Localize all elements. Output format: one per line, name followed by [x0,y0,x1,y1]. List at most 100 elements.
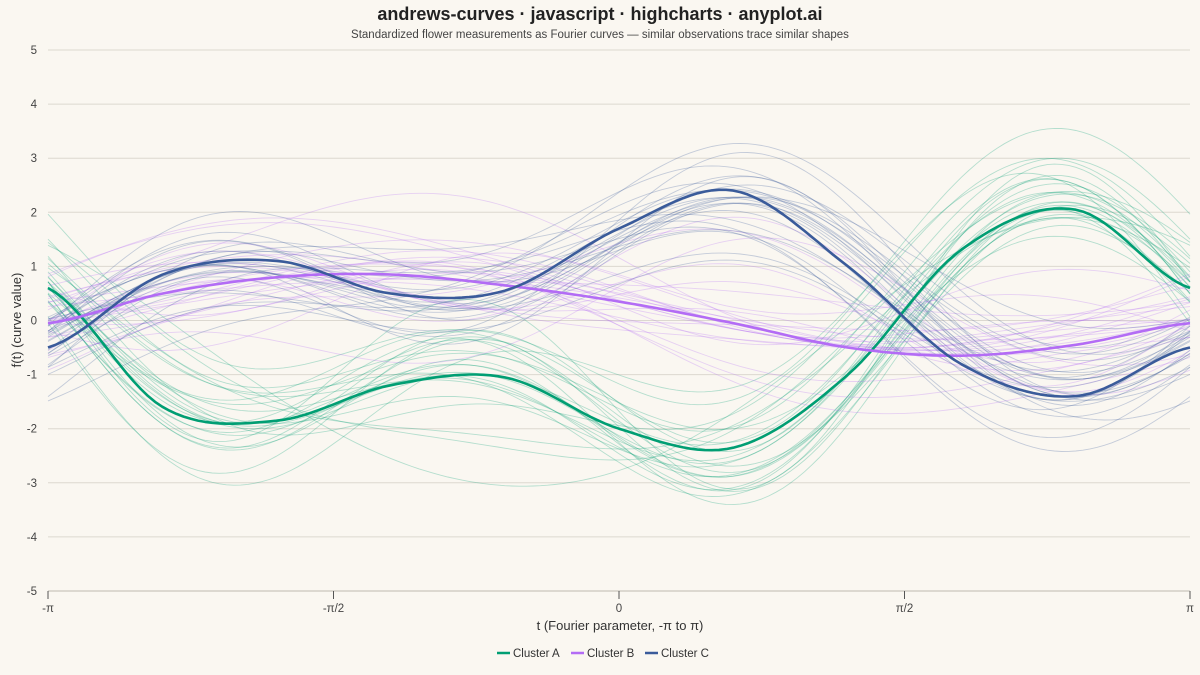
cluster-a-curve [47,178,1191,451]
cluster-c-curve [47,220,1191,452]
cluster-a-curve [47,157,1191,436]
cluster-b-curve [47,261,1191,331]
cluster-b-curve [47,228,1191,396]
cluster-b-curve [47,254,1191,355]
legend-item-cluster-b: Cluster B [571,648,635,660]
chart-subtitle: Standardized flower measurements as Four… [351,29,849,41]
cluster-c-curve [47,226,1191,439]
cluster-c-curve [47,188,1191,374]
cluster-c-curve [47,165,1191,398]
cluster-c-curve [47,209,1191,418]
cluster-b-curve [47,272,1191,339]
cluster-a-curve [47,157,1191,432]
cluster-c-curve [47,202,1191,401]
cluster-c-curve [47,213,1191,381]
legend-label: Cluster B [587,648,635,660]
y-tick-label: -4 [27,532,38,544]
y-gridlines [48,49,1190,592]
cluster-b-curve [47,281,1191,346]
cluster-a-curve [47,201,1191,468]
cluster-a-curve [47,217,1191,478]
cluster-a-curve [47,163,1191,490]
cluster-c-curve [47,211,1191,411]
x-tick-label: π [1186,603,1194,615]
cluster-a-curve [47,204,1191,497]
x-tick-label: π/2 [896,603,914,615]
cluster-b-curve [47,268,1191,383]
y-tick-label: -1 [27,370,37,382]
cluster-b-curve [47,237,1191,366]
cluster-b-curve [47,263,1191,356]
cluster-c-curve [47,152,1191,396]
cluster-b-curve [47,261,1191,346]
cluster-a-curve [47,224,1191,467]
y-axis-title: f(t) (curve value) [9,273,24,368]
legend-label: Cluster A [513,648,560,660]
cluster-c-curve [47,252,1191,388]
cluster-c-curve [47,196,1191,380]
y-tick-labels: -5 -4 -3 -2 -1 0 1 2 3 4 5 [27,45,38,598]
cluster-a-curve [47,216,1191,487]
x-axis: -π -π/2 0 π/2 π [42,590,1194,615]
cluster-a-curve [47,172,1191,486]
x-tick-label: 0 [616,603,622,615]
cluster-a-curve [47,213,1191,478]
cluster-c-curve [47,189,1191,361]
y-tick-label: 0 [31,316,37,328]
cluster-a-curve [47,235,1191,431]
cluster-c-curve [47,259,1191,402]
x-tick-label: -π/2 [323,603,344,615]
legend-item-cluster-a: Cluster A [497,648,560,660]
cluster-a-mean-curve [47,207,1191,452]
y-tick-label: -2 [27,424,37,436]
cluster-a-curve [47,174,1191,492]
cluster-a-curve [47,201,1191,506]
cluster-b-curve [47,252,1191,351]
cluster-c-curve [47,202,1191,394]
cluster-b-curve [47,192,1191,350]
cluster-a-curve [47,127,1191,406]
cluster-b-curve [47,260,1191,415]
cluster-c-curve [47,184,1191,349]
y-tick-label: -5 [27,586,37,598]
chart-title: andrews-curves · javascript · highcharts… [377,4,822,24]
mean-curves [47,188,1191,452]
cluster-c-curve [47,229,1191,372]
cluster-c-curve [47,196,1191,329]
cluster-c-curve [47,196,1191,355]
cluster-b-curve [47,266,1191,352]
cluster-b-curve [47,239,1191,352]
x-axis-title: t (Fourier parameter, -π to π) [537,618,704,633]
cluster-a-curve [47,192,1191,446]
cluster-b-curve [47,250,1191,349]
cluster-c-mean-curve [47,188,1191,398]
x-tick-label: -π [42,603,54,615]
individual-curves [47,127,1191,506]
cluster-a-curve [47,178,1191,452]
cluster-c-curve [47,143,1191,355]
legend: Cluster A Cluster B Cluster C [497,648,709,660]
y-tick-label: 2 [31,207,37,219]
cluster-c-curve [47,176,1191,406]
cluster-b-curve [47,271,1191,371]
y-tick-label: 3 [31,153,37,165]
cluster-a-curve [47,217,1191,450]
y-tick-label: 4 [31,99,38,111]
legend-label: Cluster C [661,648,709,660]
cluster-b-mean-curve [47,272,1191,357]
cluster-a-curve [47,193,1191,462]
cluster-c-curve [47,175,1191,381]
y-tick-label: 5 [31,45,37,57]
cluster-a-curve [47,190,1191,461]
cluster-b-curve [47,217,1191,351]
cluster-b-curve [47,278,1191,341]
cluster-b-curve [47,250,1191,364]
cluster-a-curve [47,192,1191,491]
legend-item-cluster-c: Cluster C [645,648,709,660]
cluster-a-curve [47,209,1191,473]
y-tick-label: -3 [27,478,37,490]
y-tick-label: 1 [31,261,37,273]
cluster-b-curve [47,256,1191,343]
cluster-c-curve [47,196,1191,378]
